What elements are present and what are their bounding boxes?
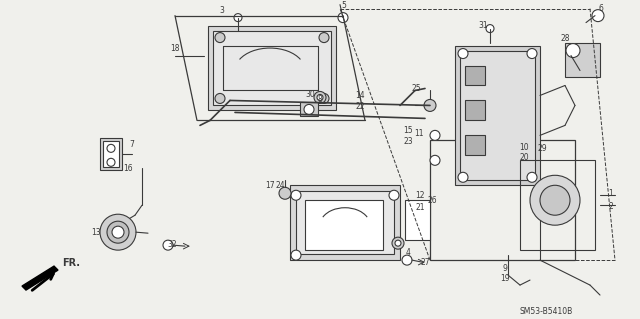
Circle shape (304, 104, 314, 115)
Text: 2: 2 (609, 202, 613, 211)
Text: 12: 12 (415, 191, 425, 200)
Circle shape (107, 145, 115, 152)
Text: 23: 23 (403, 137, 413, 146)
Circle shape (566, 44, 580, 57)
Circle shape (395, 240, 401, 246)
Text: 8: 8 (317, 95, 323, 104)
Text: 27: 27 (420, 258, 430, 267)
Circle shape (389, 190, 399, 200)
Circle shape (527, 48, 537, 58)
Circle shape (319, 33, 329, 42)
Text: 29: 29 (537, 144, 547, 153)
Text: 16: 16 (123, 164, 133, 173)
Bar (465, 65, 485, 85)
Text: 32: 32 (167, 240, 177, 249)
Bar (405, 200, 430, 240)
Text: 1: 1 (609, 189, 613, 198)
Text: 3: 3 (220, 6, 225, 15)
Circle shape (527, 172, 537, 182)
Bar (305, 200, 383, 250)
Text: 5: 5 (342, 1, 346, 10)
Circle shape (112, 226, 124, 238)
Text: 9: 9 (502, 263, 508, 273)
Text: 18: 18 (170, 44, 180, 53)
Bar (520, 160, 595, 250)
Bar (465, 100, 485, 120)
Bar (213, 31, 331, 106)
Circle shape (291, 250, 301, 260)
Text: 10: 10 (519, 143, 529, 152)
Circle shape (458, 172, 468, 182)
Circle shape (458, 48, 468, 58)
Circle shape (430, 130, 440, 140)
Circle shape (279, 187, 291, 199)
Circle shape (430, 155, 440, 165)
Circle shape (314, 92, 326, 103)
Text: 24: 24 (275, 181, 285, 190)
Circle shape (592, 10, 604, 22)
Text: 25: 25 (411, 84, 421, 93)
Bar (465, 135, 485, 155)
Circle shape (402, 255, 412, 265)
Bar (103, 141, 119, 167)
Polygon shape (22, 266, 58, 290)
Circle shape (234, 14, 242, 22)
Bar (430, 140, 575, 260)
Text: FR.: FR. (62, 258, 80, 268)
Circle shape (338, 13, 348, 23)
Text: 30: 30 (305, 90, 315, 99)
Bar (296, 191, 394, 254)
Bar (455, 46, 540, 185)
Circle shape (392, 237, 404, 249)
Text: 7: 7 (129, 140, 134, 149)
Bar (208, 26, 336, 110)
Text: 4: 4 (406, 248, 410, 257)
Text: 21: 21 (415, 203, 425, 212)
Text: 20: 20 (519, 153, 529, 162)
Bar (100, 138, 122, 170)
Text: 13: 13 (91, 228, 101, 237)
Circle shape (107, 221, 129, 243)
Text: SM53-B5410B: SM53-B5410B (520, 307, 573, 315)
Bar (565, 42, 600, 78)
Circle shape (317, 94, 323, 100)
Bar (290, 185, 400, 260)
Circle shape (163, 240, 173, 250)
Text: 11: 11 (414, 129, 424, 138)
Text: 17: 17 (265, 181, 275, 190)
Text: 31: 31 (478, 21, 488, 30)
Circle shape (424, 100, 436, 111)
Circle shape (319, 93, 329, 103)
Circle shape (291, 190, 301, 200)
Circle shape (530, 175, 580, 225)
Bar (460, 50, 535, 180)
Text: 14: 14 (355, 91, 365, 100)
Text: 6: 6 (598, 4, 604, 13)
Circle shape (100, 214, 136, 250)
Circle shape (215, 33, 225, 42)
Circle shape (215, 93, 225, 103)
Circle shape (486, 25, 494, 33)
Bar (300, 102, 318, 116)
Circle shape (540, 185, 570, 215)
Text: 15: 15 (403, 126, 413, 135)
Text: 28: 28 (560, 34, 570, 43)
Text: 22: 22 (355, 102, 365, 111)
Text: 19: 19 (500, 274, 510, 283)
Text: 26: 26 (427, 196, 437, 205)
Circle shape (107, 158, 115, 166)
